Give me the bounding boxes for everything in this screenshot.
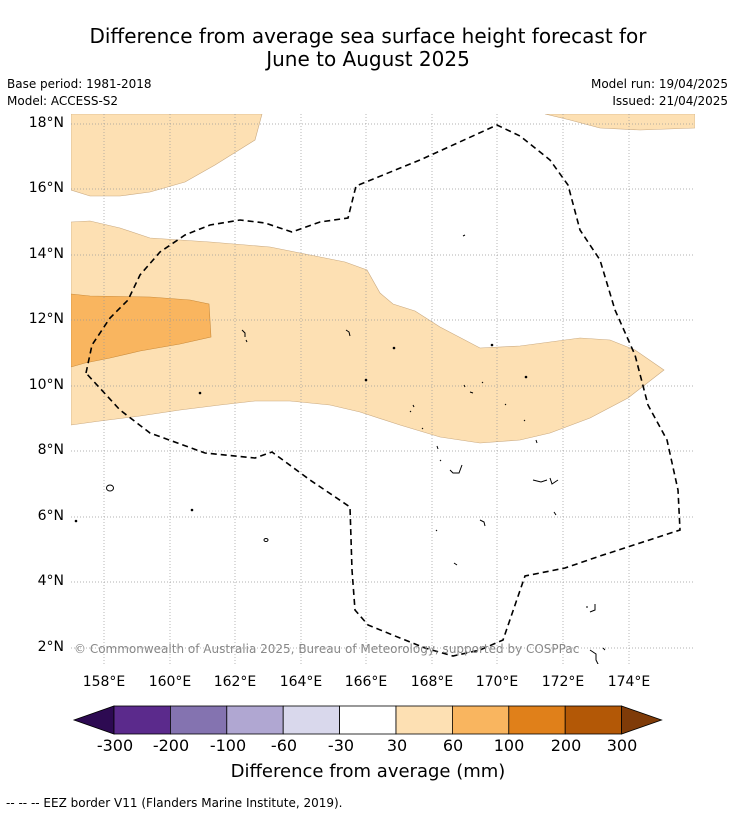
lon-label: 172°E — [541, 674, 585, 690]
colorbar-tick: 60 — [442, 736, 464, 755]
anomaly-region-30-60 — [71, 220, 665, 444]
colorbar — [72, 705, 663, 735]
map-title-line1: Difference from average sea surface heig… — [89, 24, 647, 48]
anomaly-region-30-60 — [544, 114, 695, 131]
colorbar-tick: -30 — [327, 736, 355, 755]
copyright-text: © Commonwealth of Australia 2025, Bureau… — [74, 642, 579, 656]
colorbar-segment — [226, 705, 284, 735]
lat-label: 8°N — [37, 442, 64, 458]
lat-label: 10°N — [28, 377, 64, 393]
colorbar-tick: -100 — [209, 736, 247, 755]
colorbar-segment — [339, 705, 397, 735]
eez-border — [85, 124, 681, 657]
lat-label: 4°N — [37, 573, 64, 589]
colorbar-extend-high — [621, 705, 663, 735]
colorbar-tick: -200 — [152, 736, 190, 755]
colorbar-title: Difference from average (mm) — [230, 761, 506, 782]
colorbar-tick: 300 — [606, 736, 638, 755]
colorbar-tick: 200 — [550, 736, 582, 755]
lat-label: 16°N — [28, 180, 64, 196]
colorbar-tick: 30 — [386, 736, 408, 755]
lon-label: 170°E — [475, 674, 519, 690]
map-title-line2: June to August 2025 — [266, 47, 470, 71]
eez-legend-note: -- -- -- EEZ border V11 (Flanders Marine… — [6, 796, 343, 810]
lon-label: 164°E — [279, 674, 323, 690]
colorbar-segment — [508, 705, 566, 735]
colorbar-extend-low — [72, 705, 115, 735]
anomaly-region-30-60 — [71, 114, 263, 197]
map-gridlines — [71, 114, 695, 664]
base-period: Base period: 1981-2018 — [7, 77, 152, 91]
lat-label: 12°N — [28, 311, 64, 327]
colorbar-segment — [564, 705, 623, 735]
colorbar-tick: -60 — [270, 736, 298, 755]
model-run: Model run: 19/04/2025 — [590, 77, 728, 91]
lon-label: 166°E — [344, 674, 388, 690]
model-name: Model: ACCESS-S2 — [7, 94, 119, 108]
lon-label: 162°E — [213, 674, 257, 690]
lat-label: 2°N — [37, 639, 64, 655]
colorbar-tick: -300 — [96, 736, 134, 755]
lon-label: 160°E — [148, 674, 192, 690]
lon-label: 158°E — [82, 674, 126, 690]
island-outlines — [74, 234, 606, 664]
lon-label: 174°E — [607, 674, 651, 690]
colorbar-tick: 100 — [493, 736, 525, 755]
colorbar-segment — [395, 705, 453, 735]
colorbar-segment — [451, 705, 510, 735]
lat-label: 18°N — [28, 115, 64, 131]
colorbar-segment — [169, 705, 228, 735]
issued-date: Issued: 21/04/2025 — [612, 94, 728, 108]
lat-label: 6°N — [37, 508, 64, 524]
map-plot: © Commonwealth of Australia 2025, Bureau… — [71, 114, 695, 664]
anomaly-region-60-100 — [71, 293, 212, 368]
colorbar-segment — [282, 705, 341, 735]
lat-label: 14°N — [28, 246, 64, 262]
colorbar-segment — [113, 705, 171, 735]
lon-label: 168°E — [410, 674, 454, 690]
